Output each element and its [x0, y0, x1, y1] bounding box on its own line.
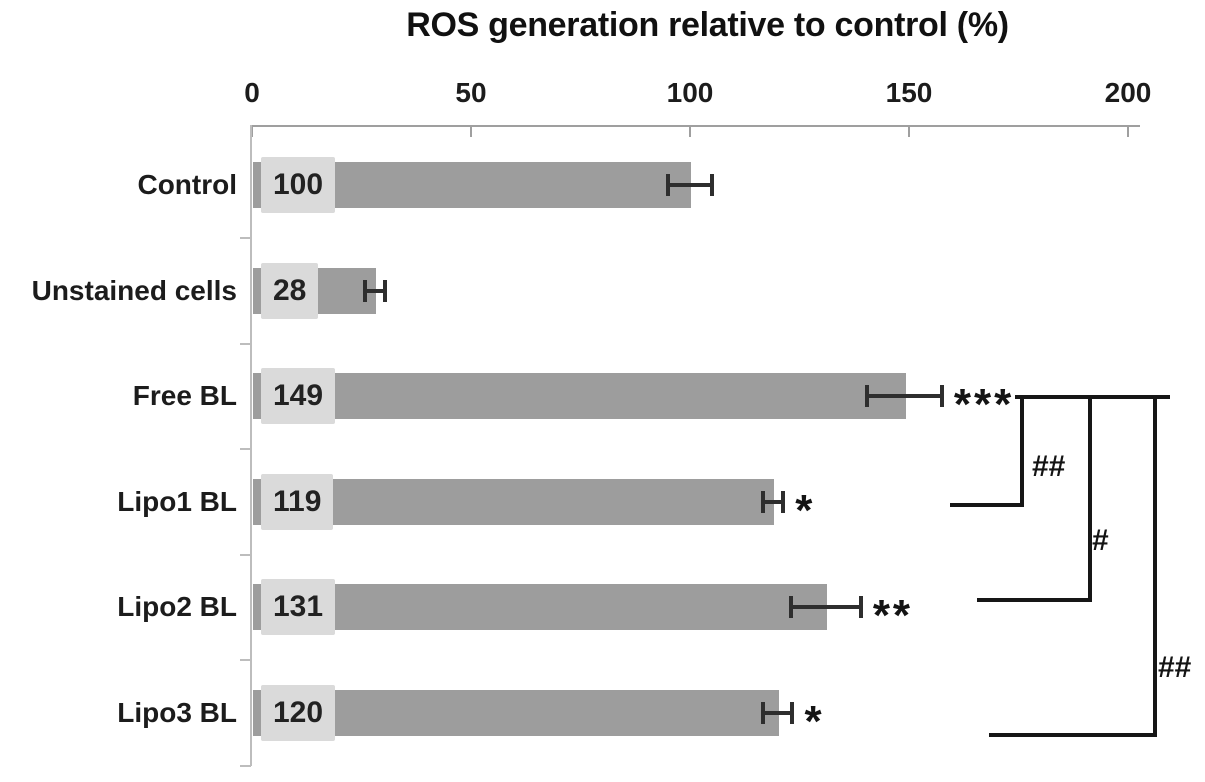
error-bar-free-bl	[867, 394, 942, 399]
x-axis-tick	[251, 127, 253, 137]
error-bar-unstained-cells	[364, 288, 385, 293]
comparison-label-lipo2-bl: #	[1092, 524, 1109, 557]
error-bar-cap-right-lipo1-bl	[781, 490, 786, 513]
value-label-lipo2-bl: 131	[261, 579, 336, 636]
category-label-free-bl: Free BL	[132, 380, 237, 412]
error-bar-cap-right-unstained-cells	[382, 279, 387, 302]
x-axis-tick	[470, 127, 472, 137]
sig-marker-free-bl: ***	[953, 380, 1015, 430]
x-tick-label-100: 100	[666, 77, 714, 108]
comparison-label-lipo1-bl: ##	[1032, 450, 1066, 483]
sig-marker-lipo3-bl: *	[804, 696, 825, 746]
comparison-vertical-lipo1-bl	[1020, 395, 1024, 507]
value-label-lipo3-bl: 120	[261, 684, 336, 741]
category-label-lipo1-bl: Lipo1 BL	[117, 485, 237, 517]
x-axis-tick	[908, 127, 910, 137]
error-bar-cap-right-free-bl	[939, 385, 944, 408]
comparison-top-line	[1015, 395, 1170, 399]
y-axis-tick	[240, 237, 251, 240]
x-tick-label-150: 150	[885, 77, 933, 108]
x-tick-label-0: 0	[244, 77, 260, 108]
bar-lipo3-bl	[253, 689, 779, 736]
bar-free-bl	[253, 373, 906, 420]
sig-marker-lipo1-bl: *	[795, 485, 816, 535]
category-label-lipo3-bl: Lipo3 BL	[117, 696, 237, 728]
comparison-label-lipo3-bl: ##	[1158, 651, 1192, 684]
error-bar-cap-left-lipo2-bl	[788, 596, 793, 619]
error-bar-cap-left-lipo1-bl	[761, 490, 766, 513]
comparison-bottom-lipo2-bl	[977, 598, 1092, 602]
error-bar-cap-right-lipo2-bl	[858, 596, 863, 619]
category-label-unstained-cells: Unstained cells	[31, 274, 237, 306]
comparison-bottom-lipo1-bl	[950, 503, 1024, 507]
category-label-control: Control	[137, 169, 237, 201]
value-label-free-bl: 149	[261, 368, 336, 425]
x-axis-tick	[689, 127, 691, 137]
y-axis-line	[250, 125, 252, 766]
comparison-vertical-lipo2-bl	[1088, 395, 1092, 602]
y-axis-tick	[240, 448, 251, 451]
sig-marker-lipo2-bl: **	[872, 591, 914, 641]
y-axis-tick	[240, 764, 251, 767]
x-tick-label-200: 200	[1104, 77, 1152, 108]
error-bar-cap-left-control	[666, 174, 671, 197]
error-bar-cap-right-lipo3-bl	[790, 701, 795, 724]
x-axis-line	[250, 125, 1140, 127]
category-label-lipo2-bl: Lipo2 BL	[117, 591, 237, 623]
value-label-lipo1-bl: 119	[261, 473, 334, 530]
y-axis-tick	[240, 659, 251, 662]
value-label-control: 100	[261, 157, 336, 214]
comparison-vertical-lipo3-bl	[1153, 395, 1157, 737]
x-axis-tick	[1127, 127, 1129, 137]
error-bar-cap-right-control	[709, 174, 714, 197]
bar-lipo2-bl	[253, 584, 827, 631]
error-bar-lipo2-bl	[790, 605, 861, 610]
error-bar-cap-left-unstained-cells	[362, 279, 367, 302]
y-axis-tick	[240, 553, 251, 556]
chart-title: ROS generation relative to control (%)	[406, 6, 1009, 44]
error-bar-lipo3-bl	[762, 710, 793, 715]
comparison-bottom-lipo3-bl	[989, 733, 1157, 737]
y-axis-tick	[240, 342, 251, 345]
error-bar-control	[668, 183, 712, 188]
error-bar-cap-left-free-bl	[865, 385, 870, 408]
x-tick-label-50: 50	[455, 77, 487, 108]
bar-lipo1-bl	[253, 478, 775, 525]
error-bar-lipo1-bl	[763, 499, 784, 504]
error-bar-cap-left-lipo3-bl	[760, 701, 765, 724]
value-label-unstained-cells: 28	[261, 262, 319, 319]
